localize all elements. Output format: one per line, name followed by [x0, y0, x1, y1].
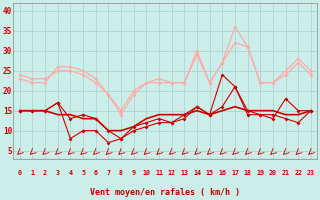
- X-axis label: Vent moyen/en rafales ( km/h ): Vent moyen/en rafales ( km/h ): [90, 188, 240, 197]
